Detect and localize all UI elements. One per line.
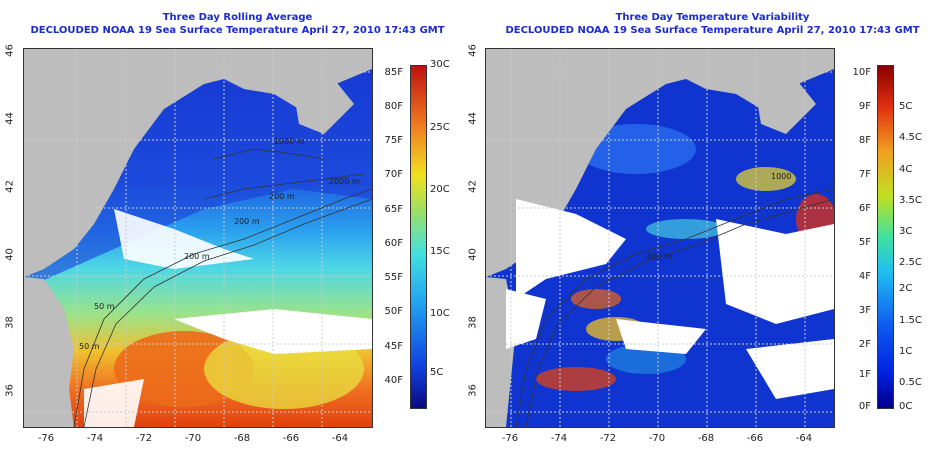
colorbar-f-label: 80F <box>384 101 403 112</box>
y-tick: 36 <box>467 384 479 397</box>
y-tick: 46 <box>467 44 479 57</box>
x-tick: -72 <box>135 433 153 444</box>
left-map-sst: 1000 m 200 m 2000 m 200 m 50 m 50 m 200 … <box>23 48 373 428</box>
y-tick: 42 <box>467 180 479 193</box>
colorbar-f-label: 65F <box>384 204 403 215</box>
x-tick: -66 <box>282 433 300 444</box>
colorbar-f-label: 50F <box>384 306 403 317</box>
colorbar-c-label: 5C <box>899 101 913 112</box>
colorbar-f-label: 75F <box>384 135 403 146</box>
colorbar-f-label: 8F <box>858 135 871 146</box>
colorbar-f-label: 45F <box>384 341 403 352</box>
colorbar-c-label: 1C <box>899 346 913 357</box>
bathymetry-contours <box>515 188 834 427</box>
grid-lines <box>24 49 372 427</box>
bathymetry-contours <box>73 148 372 427</box>
y-tick: 36 <box>4 384 16 397</box>
land-mass <box>486 49 834 277</box>
x-tick: -68 <box>697 433 715 444</box>
x-tick: -66 <box>746 433 764 444</box>
y-tick: 38 <box>467 316 479 329</box>
land-coast <box>24 277 74 427</box>
y-tick: 38 <box>4 316 16 329</box>
y-tick: 46 <box>4 44 16 57</box>
colorbar-c-label: 4C <box>899 164 913 175</box>
contour-label: 200 m <box>269 192 295 201</box>
colorbar-c-label: 3C <box>899 226 913 237</box>
colorbar-c-label: 0.5C <box>899 377 922 388</box>
colorbar-f-label: 2F <box>858 339 871 350</box>
contour-label: 200 m <box>646 252 672 261</box>
x-tick: -64 <box>795 433 813 444</box>
colorbar-f-label: 55F <box>384 272 403 283</box>
colorbar-f-label: 60F <box>384 238 403 249</box>
right-title: Three Day Temperature Variability <box>615 12 810 23</box>
contour-label: 1000 m <box>274 137 305 146</box>
land-nova-scotia <box>756 79 816 134</box>
colorbar-c-label: 5C <box>430 367 444 378</box>
y-tick: 40 <box>4 248 16 261</box>
colorbar-c-label: 20C <box>430 184 450 195</box>
x-tick: -70 <box>184 433 202 444</box>
sst-colorbar <box>410 65 427 409</box>
x-tick: -64 <box>331 433 349 444</box>
left-title: Three Day Rolling Average <box>162 12 313 23</box>
colorbar-f-label: 6F <box>858 203 871 214</box>
contour-label: 50 m <box>94 302 115 311</box>
cloud-patch-1 <box>516 199 626 299</box>
colorbar-c-label: 4.5C <box>899 132 922 143</box>
colorbar-f-label: 4F <box>858 271 871 282</box>
cloud-patch-1 <box>114 209 254 269</box>
right-map-variability: 200 m 1000 <box>485 48 835 428</box>
colorbar-c-label: 15C <box>430 246 450 257</box>
cloud-patch-5 <box>506 289 546 349</box>
left-panel: Three Day Rolling Average DECLOUDED NOAA… <box>4 12 450 444</box>
y-tick: 42 <box>4 180 16 193</box>
colorbar-c-label: 25C <box>430 122 450 133</box>
y-tick: 44 <box>467 112 479 125</box>
contour-label: 2000 m <box>329 177 360 186</box>
x-tick: -76 <box>37 433 55 444</box>
colorbar-f-label: 0F <box>858 401 871 412</box>
land-mass <box>24 49 372 277</box>
colorbar-f-label: 9F <box>858 101 871 112</box>
x-tick: -76 <box>501 433 519 444</box>
y-tick: 44 <box>4 112 16 125</box>
colorbar-f-label: 10F <box>852 67 871 78</box>
contour-label: 200 m <box>234 217 260 226</box>
colorbar-f-label: 70F <box>384 169 403 180</box>
colorbar-c-label: 2C <box>899 283 913 294</box>
colorbar-f-label: 1F <box>858 369 871 380</box>
contour-label: 1000 <box>771 172 791 181</box>
right-subtitle: DECLOUDED NOAA 19 Sea Surface Temperatur… <box>505 25 920 36</box>
variability-colorbar <box>877 65 894 409</box>
colorbar-c-label: 0C <box>899 401 913 412</box>
colorbar-c-label: 3.5C <box>899 195 922 206</box>
colorbar-c-label: 10C <box>430 308 450 319</box>
colorbar-f-label: 40F <box>384 375 403 386</box>
y-tick: 40 <box>467 248 479 261</box>
cloud-patch-3 <box>84 379 144 427</box>
contour-label: 50 m <box>79 342 100 351</box>
x-tick: -68 <box>233 433 251 444</box>
colorbar-c-label: 30C <box>430 59 450 70</box>
contour-label: 200 m <box>184 252 210 261</box>
x-tick: -72 <box>599 433 617 444</box>
colorbar-f-label: 5F <box>858 237 871 248</box>
x-tick: -70 <box>648 433 666 444</box>
colorbar-f-label: 3F <box>858 305 871 316</box>
x-tick: -74 <box>86 433 104 444</box>
colorbar-c-label: 2.5C <box>899 257 922 268</box>
right-panel: Three Day Temperature Variability DECLOU… <box>468 0 950 475</box>
colorbar-f-label: 7F <box>858 169 871 180</box>
left-subtitle: DECLOUDED NOAA 19 Sea Surface Temperatur… <box>30 25 445 36</box>
colorbar-f-label: 85F <box>384 67 403 78</box>
cloud-patch-4 <box>746 339 834 399</box>
x-tick: -74 <box>550 433 568 444</box>
colorbar-c-label: 1.5C <box>899 315 922 326</box>
land-nova-scotia <box>294 79 354 134</box>
cloud-patch-3 <box>616 319 706 354</box>
grid-lines <box>486 49 834 427</box>
